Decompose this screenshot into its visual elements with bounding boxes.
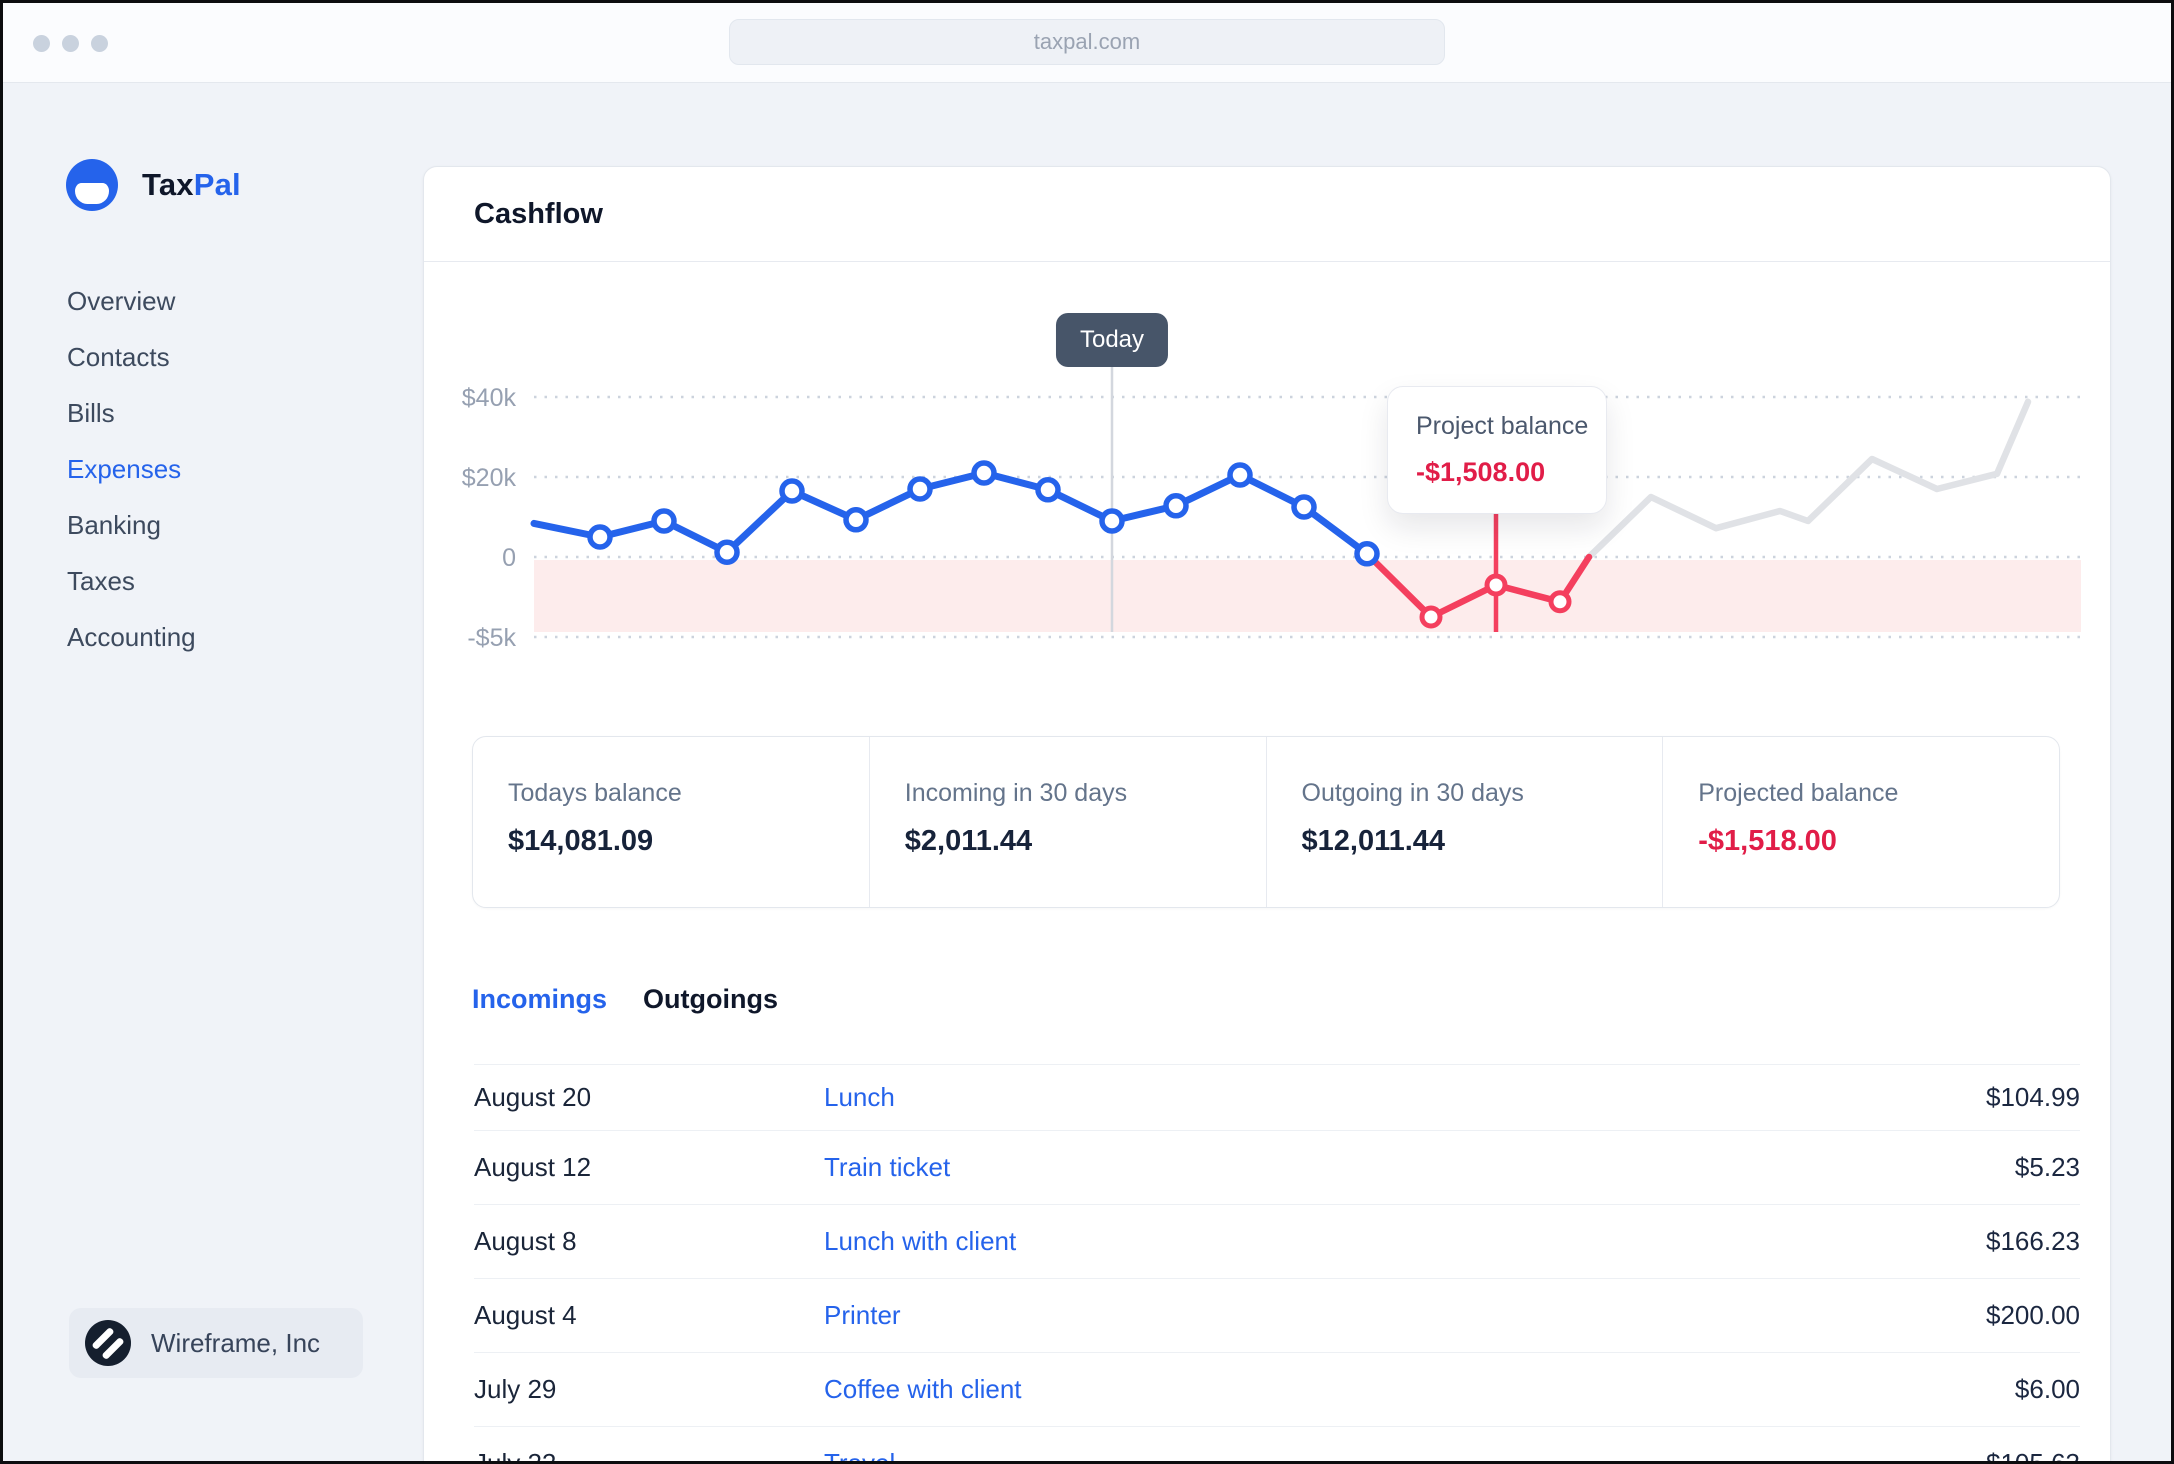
transaction-date: July 29 [474, 1374, 557, 1404]
data-point-marker[interactable] [1099, 508, 1125, 534]
transaction-link[interactable]: Coffee with client [824, 1374, 1022, 1404]
stat-value: -$1,518.00 [1698, 825, 1837, 857]
window-control-dot[interactable] [62, 35, 79, 52]
transaction-date: August 4 [474, 1300, 577, 1330]
wireframe-logo-icon [85, 1320, 131, 1366]
cashflow-card: Cashflow $40k $20k 0 -$5k Today Project bal… [423, 166, 2111, 1464]
stat-incoming-30-days: Incoming in 30 days $2,011.44 [868, 737, 1266, 907]
transaction-amount: $166.23 [1986, 1226, 2080, 1256]
card-title: Cashflow [474, 197, 603, 230]
today-tooltip: Today [1055, 313, 1169, 367]
stat-label: Projected balance [1698, 779, 1899, 807]
sidebar-item-banking[interactable]: Banking [67, 510, 161, 540]
brand-name: TaxPal [142, 167, 241, 202]
data-point-marker[interactable] [651, 508, 677, 534]
transaction-link[interactable]: Train ticket [824, 1152, 951, 1182]
sidebar-nav: Overview Contacts Bills Expenses Banking… [67, 284, 196, 654]
data-point-marker[interactable] [1227, 462, 1253, 488]
transaction-amount: $6.00 [2014, 1374, 2080, 1404]
url-text: taxpal.com [1033, 29, 1141, 54]
data-point-marker[interactable] [1484, 573, 1508, 597]
table-row: July 29 Coffee with client $6.00 [474, 1352, 2080, 1426]
transaction-amount: $105.63 [1986, 1448, 2080, 1464]
brand[interactable]: TaxPal [66, 159, 241, 211]
transaction-date: August 8 [474, 1226, 577, 1256]
data-point-marker[interactable] [1291, 494, 1317, 520]
data-point-marker[interactable] [1548, 590, 1572, 614]
data-point-marker[interactable] [843, 507, 869, 533]
sidebar-item-bills[interactable]: Bills [67, 398, 115, 428]
stats-row: Todays balance $14,081.09 Incoming in 30… [472, 736, 2060, 908]
transaction-amount: $5.23 [2014, 1152, 2080, 1182]
sidebar-item-contacts[interactable]: Contacts [67, 342, 170, 372]
transaction-link[interactable]: Travel [824, 1448, 896, 1464]
transaction-date: August 20 [474, 1082, 592, 1112]
data-point-marker[interactable] [971, 460, 997, 486]
stat-outgoing-30-days: Outgoing in 30 days $12,011.44 [1265, 737, 1663, 907]
negative-region-band [534, 560, 2081, 632]
transaction-date: August 12 [474, 1152, 592, 1182]
y-axis-label: $20k [462, 464, 517, 492]
transactions-table: August 20 Lunch $104.99 August 12 Train … [474, 1064, 2080, 1464]
table-row: August 8 Lunch with client $166.23 [474, 1204, 2080, 1278]
data-point-marker[interactable] [779, 478, 805, 504]
browser-chrome: taxpal.com [3, 3, 2171, 83]
sidebar-item-overview[interactable]: Overview [67, 286, 176, 316]
card-header: Cashflow [424, 167, 2110, 262]
data-point-marker[interactable] [907, 476, 933, 502]
stat-value: $14,081.09 [508, 825, 654, 857]
window-control-dot[interactable] [33, 35, 50, 52]
window-control-dot[interactable] [91, 35, 108, 52]
data-point-marker[interactable] [1354, 541, 1380, 567]
project-balance-tooltip: Project balance -$1,508.00 [1387, 386, 1607, 514]
data-point-marker[interactable] [1163, 493, 1189, 519]
transaction-tabs: Incomings Outgoings [472, 984, 778, 1015]
sidebar-item-taxes[interactable]: Taxes [67, 566, 135, 596]
transaction-link[interactable]: Lunch [824, 1082, 895, 1112]
org-switcher[interactable]: Wireframe, Inc [69, 1308, 363, 1378]
y-axis-label: 0 [502, 544, 516, 572]
data-point-marker[interactable] [587, 524, 613, 550]
stat-todays-balance: Todays balance $14,081.09 [473, 737, 869, 907]
data-point-marker[interactable] [714, 539, 740, 565]
url-bar[interactable]: taxpal.com [729, 19, 1445, 65]
sidebar-item-accounting[interactable]: Accounting [67, 622, 196, 652]
window-controls [33, 35, 108, 52]
cashflow-chart[interactable]: $40k $20k 0 -$5k Today Project balance -$1,… [424, 262, 2110, 734]
series-line-projection [1585, 398, 2032, 561]
table-row: August 20 Lunch $104.99 [474, 1064, 2080, 1130]
stat-value: $2,011.44 [904, 825, 1033, 857]
stat-label: Todays balance [508, 779, 682, 807]
project-balance-value: -$1,508.00 [1416, 457, 1546, 487]
data-point-marker[interactable] [1035, 477, 1061, 503]
today-tooltip-label: Today [1079, 326, 1145, 353]
table-row: August 4 Printer $200.00 [474, 1278, 2080, 1352]
sidebar-item-expenses[interactable]: Expenses [67, 454, 182, 484]
transaction-link[interactable]: Lunch with client [824, 1226, 1017, 1256]
tab-incomings[interactable]: Incomings [472, 984, 608, 1014]
stat-label: Incoming in 30 days [904, 779, 1128, 807]
stat-projected-balance: Projected balance -$1,518.00 [1662, 737, 2059, 907]
transaction-link[interactable]: Printer [824, 1300, 901, 1330]
table-row: August 12 Train ticket $5.23 [474, 1130, 2080, 1204]
transaction-amount: $200.00 [1986, 1300, 2080, 1330]
table-row: July 22 Travel $105.63 [474, 1426, 2080, 1464]
y-axis-label: $40k [462, 384, 517, 412]
y-axis-label: -$5k [467, 624, 516, 652]
stat-value: $12,011.44 [1301, 825, 1446, 857]
stat-label: Outgoing in 30 days [1301, 779, 1524, 807]
org-name: Wireframe, Inc [151, 1327, 321, 1358]
transaction-date: July 22 [474, 1448, 557, 1464]
data-point-marker[interactable] [1419, 605, 1443, 629]
transaction-amount: $104.99 [1986, 1082, 2080, 1112]
taxpal-logo-icon [66, 159, 118, 211]
tab-outgoings[interactable]: Outgoings [643, 984, 778, 1014]
project-balance-title: Project balance [1416, 412, 1589, 440]
cashflow-chart-svg: $40k $20k 0 -$5k [462, 367, 2081, 652]
